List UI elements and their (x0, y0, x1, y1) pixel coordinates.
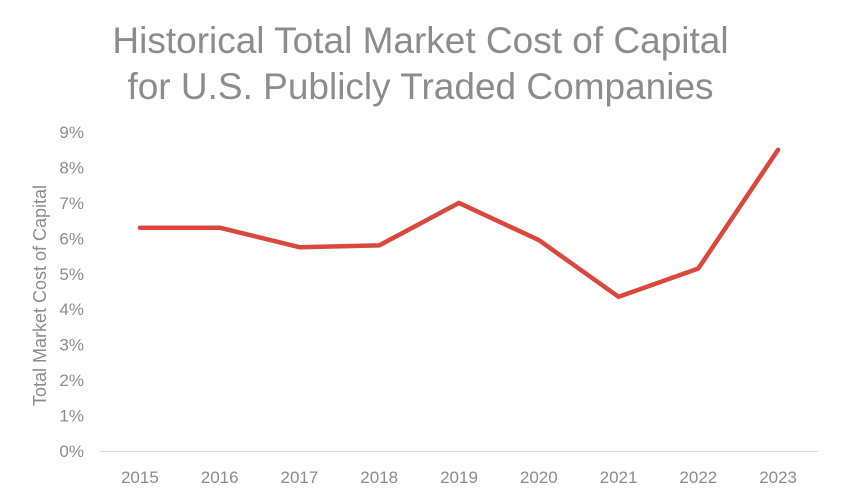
x-tick-label: 2018 (360, 468, 398, 487)
x-tick-label: 2022 (679, 468, 717, 487)
y-tick-label: 9% (59, 123, 84, 142)
series-line (137, 147, 781, 300)
y-tick-label: 1% (59, 407, 84, 426)
series-layer (137, 147, 781, 300)
chart-title-line-2: for U.S. Publicly Traded Companies (127, 66, 714, 107)
y-tick-label: 6% (59, 229, 84, 248)
y-axis-label: Total Market Cost of Capital (30, 185, 50, 406)
y-tick-label: 8% (59, 158, 84, 177)
y-axis-ticks: 0% 1% 2% 3% 4% 5% 6% 7% 8% 9% (59, 123, 84, 461)
x-axis-ticks: 2015 2016 2017 2018 2019 2020 2021 2022 2023 (121, 468, 797, 487)
y-tick-label: 7% (59, 194, 84, 213)
x-tick-label: 2015 (121, 468, 159, 487)
x-tick-label: 2021 (600, 468, 638, 487)
x-tick-label: 2019 (440, 468, 478, 487)
chart-title: Historical Total Market Cost of Capital … (0, 18, 841, 110)
y-tick-label: 0% (59, 442, 84, 461)
chart-title-line-1: Historical Total Market Cost of Capital (112, 20, 729, 61)
x-tick-label: 2020 (520, 468, 558, 487)
y-tick-label: 5% (59, 265, 84, 284)
x-tick-label: 2023 (759, 468, 797, 487)
y-tick-label: 2% (59, 371, 84, 390)
y-tick-label: 4% (59, 300, 84, 319)
x-tick-label: 2017 (281, 468, 319, 487)
x-tick-label: 2016 (201, 468, 239, 487)
y-tick-label: 3% (59, 336, 84, 355)
